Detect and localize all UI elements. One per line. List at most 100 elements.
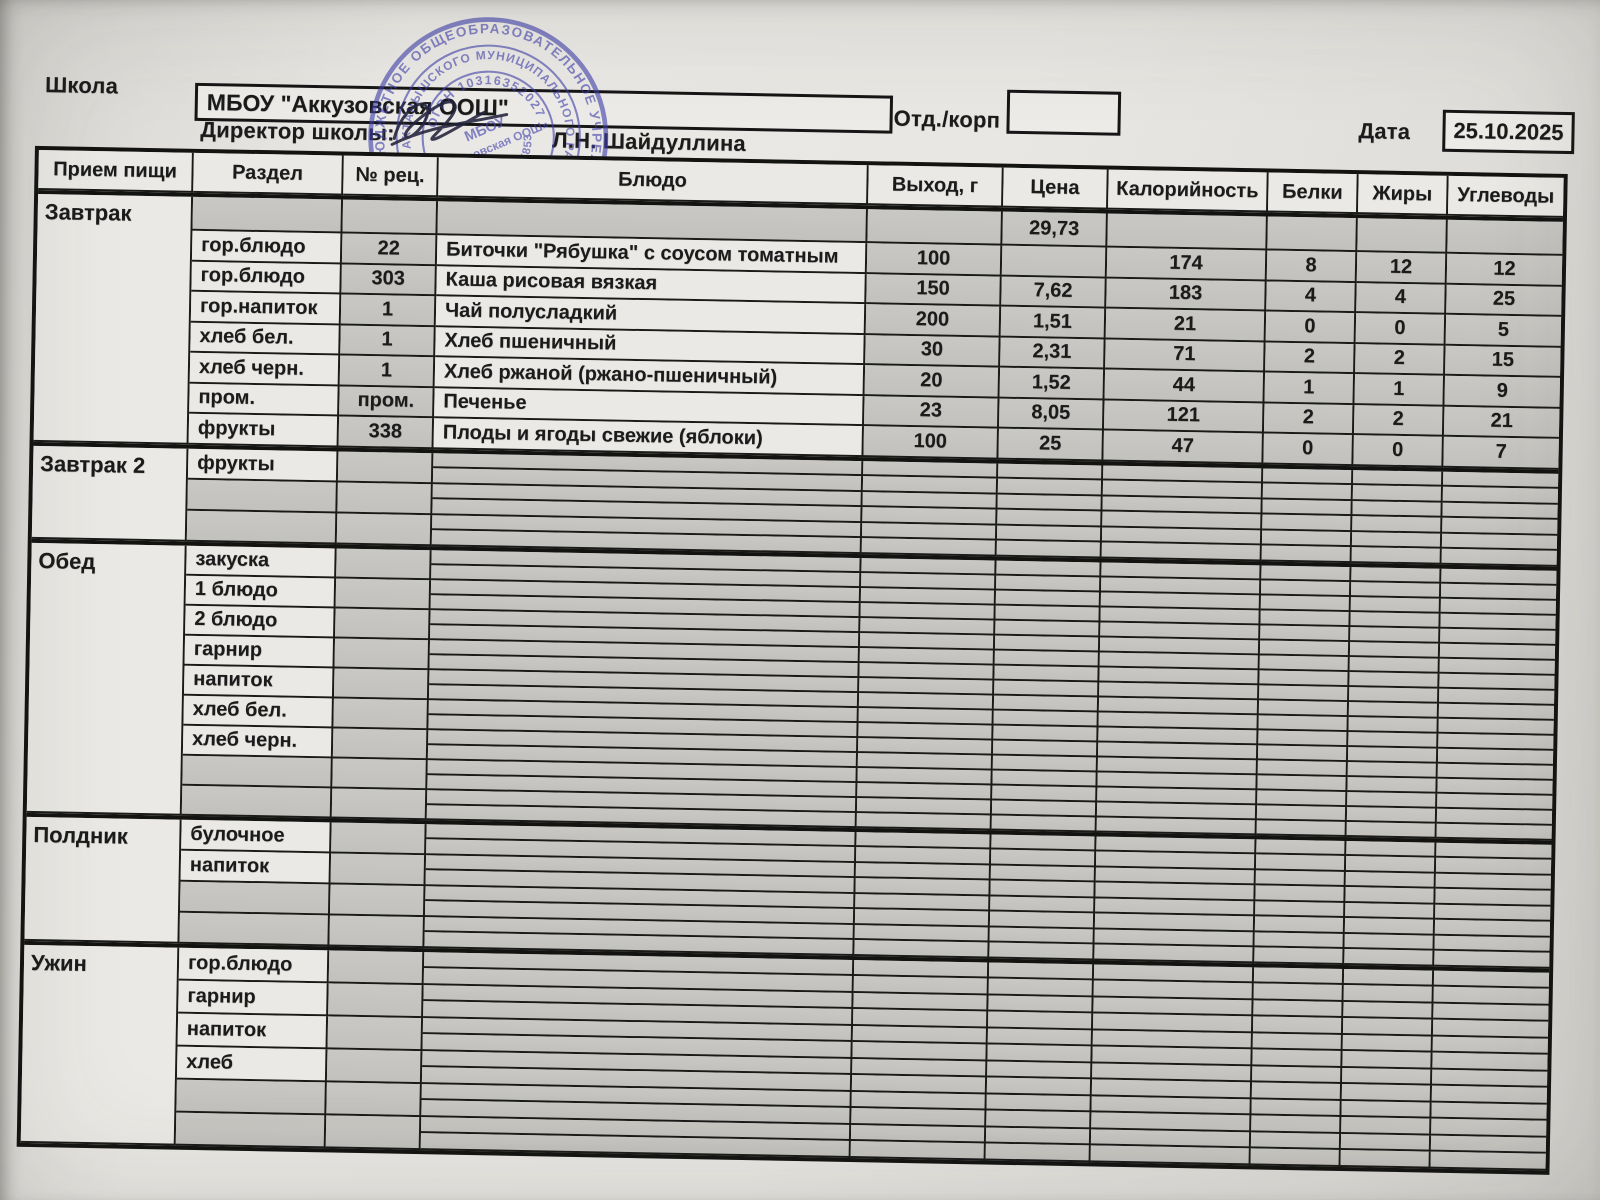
price-cell: 7,62 [1001, 276, 1107, 309]
rec-cell [336, 548, 432, 580]
column-header-8: Белки [1267, 172, 1359, 215]
price-cell: 2,31 [1000, 337, 1106, 370]
price-cell: 8,05 [998, 398, 1105, 431]
empty-cell [856, 812, 992, 831]
empty-cell [1252, 1016, 1344, 1035]
razdel-cell: фрукты [187, 448, 339, 483]
empty-cell [1250, 1131, 1342, 1151]
fat-cell: 0 [1355, 313, 1447, 346]
column-header-3: № рец. [343, 155, 439, 198]
razdel-cell: напиток [183, 665, 335, 698]
razdel-cell: 2 блюдо [185, 605, 336, 638]
empty-cell [1350, 626, 1441, 644]
empty-cell [1259, 654, 1350, 672]
empty-cell [1258, 699, 1350, 717]
empty-cell [1433, 970, 1550, 989]
meal-cell: Завтрак [33, 193, 194, 445]
empty-cell [1432, 1019, 1549, 1039]
razdel-cell: гор.напиток [190, 291, 342, 326]
empty-cell [986, 1077, 1093, 1096]
rec-cell [337, 482, 433, 515]
rec-cell: 303 [341, 264, 437, 297]
empty-cell [1256, 819, 1347, 837]
empty-cell [1256, 804, 1348, 822]
carb-cell: 9 [1444, 375, 1561, 409]
empty-cell [854, 940, 990, 959]
empty-cell [1344, 918, 1436, 936]
cal-cell: 44 [1104, 369, 1266, 403]
rec-cell [331, 821, 427, 855]
empty-cell [1347, 746, 1439, 764]
razdel-cell [186, 510, 338, 545]
empty-cell [1252, 1032, 1343, 1052]
empty-cell [1347, 776, 1438, 794]
menu-table: Прием пищи Раздел № рец. Блюдо Выход, г Цена К… [16, 145, 1568, 1175]
cal-cell: 174 [1106, 247, 1268, 282]
rec-cell [330, 852, 427, 886]
empty-cell [1346, 821, 1437, 839]
empty-cell [1340, 1150, 1431, 1169]
empty-cell [1096, 816, 1257, 835]
empty-cell [1342, 1018, 1434, 1037]
empty-cell [1259, 639, 1351, 657]
out-cell: 30 [865, 334, 1001, 368]
empty-cell [1257, 744, 1349, 762]
razdel-cell: фрукты [188, 413, 340, 448]
empty-cell [1340, 1133, 1432, 1152]
empty-cell [1259, 669, 1350, 687]
empty-cell [1349, 671, 1440, 689]
cal-cell: 21 [1105, 308, 1267, 342]
dish-cell: Плоды и ягоды свежие (яблоки) [433, 418, 865, 457]
prot-cell: 2 [1263, 402, 1355, 436]
column-header-7: Калорийность [1108, 169, 1269, 213]
empty-cell [1343, 985, 1434, 1004]
empty-cell [1094, 944, 1255, 963]
column-header-4: Блюдо [438, 157, 869, 206]
empty-cell [1431, 1085, 1547, 1105]
empty-cell [1352, 516, 1443, 534]
razdel-cell [176, 1079, 327, 1115]
empty-cell [1351, 531, 1443, 549]
fat-cell: 2 [1355, 343, 1446, 376]
rec-cell [332, 727, 429, 760]
rec-cell: 1 [340, 294, 437, 327]
out-cell [867, 209, 1003, 246]
rec-cell: 1 [340, 325, 436, 358]
razdel-cell: 1 блюдо [185, 575, 337, 608]
empty-cell [1342, 1051, 1433, 1070]
price-cell [1001, 245, 1108, 279]
empty-cell [861, 538, 997, 557]
empty-cell [987, 1061, 1093, 1080]
empty-cell [1350, 596, 1441, 614]
section-1: Завтрак 29,73 гор.блюдо 22 Биточки "Рябушка"… [33, 193, 1563, 474]
out-cell: 100 [866, 243, 1003, 277]
rec-cell [333, 697, 429, 730]
razdel-cell: пром. [189, 383, 340, 417]
empty-cell [1345, 856, 1437, 874]
rec-cell [342, 199, 439, 236]
rec-cell [326, 1048, 423, 1084]
empty-cell [987, 1011, 1094, 1030]
rec-cell [331, 787, 428, 820]
rec-cell [335, 607, 431, 640]
razdel-cell [179, 881, 331, 915]
razdel-cell: хлеб [176, 1046, 328, 1082]
empty-cell [1345, 871, 1436, 889]
prot-cell: 0 [1265, 311, 1357, 344]
empty-cell [1343, 1001, 1434, 1020]
empty-cell [986, 1094, 1092, 1113]
fat-cell: 2 [1353, 404, 1445, 437]
empty-cell [1352, 500, 1443, 518]
empty-cell [988, 995, 1094, 1014]
rec-cell [335, 577, 432, 610]
empty-cell [1441, 548, 1557, 567]
empty-cell [1351, 547, 1442, 565]
meal-cell: Ужин [20, 944, 180, 1146]
empty-cell [1433, 1003, 1549, 1022]
dept-label: Отд./корп [893, 105, 1001, 133]
empty-cell [1353, 469, 1444, 487]
out-cell: 200 [865, 304, 1002, 338]
out-cell: 100 [863, 426, 999, 460]
prot-cell: 4 [1266, 281, 1357, 314]
empty-cell [1433, 986, 1549, 1006]
